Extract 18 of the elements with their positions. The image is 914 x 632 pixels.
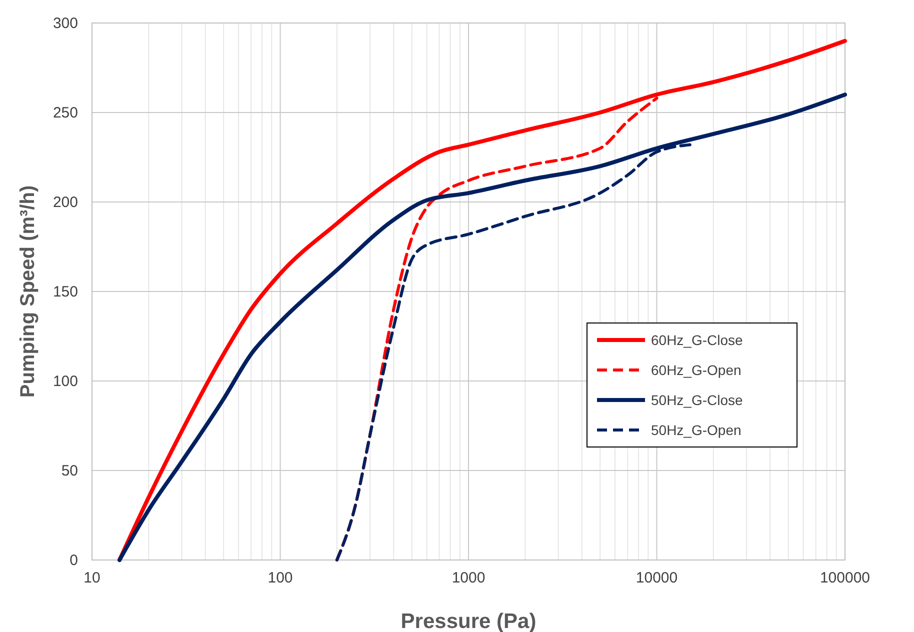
y-tick-label: 300 (52, 14, 78, 32)
y-tick-label: 0 (70, 552, 78, 569)
y-axis-title: Pumping Speed (m³/h) (17, 185, 39, 398)
x-tick-label: 10 (84, 570, 100, 587)
y-tick-label: 250 (52, 104, 78, 122)
y-tick-label: 200 (52, 194, 78, 211)
x-tick-label: 100 (268, 570, 293, 587)
y-tick-label: 100 (52, 372, 78, 390)
legend-label: 60Hz_G-Close (651, 332, 744, 348)
x-axis-title: Pressure (Pa) (400, 610, 536, 632)
y-tick-label: 150 (52, 283, 78, 300)
x-tick-label: 100000 (820, 570, 870, 587)
y-tick-label: 50 (61, 462, 78, 480)
x-tick-label: 1000 (452, 570, 486, 587)
x-tick-label: 10000 (636, 570, 678, 587)
legend-label: 50Hz_G-Close (651, 392, 744, 408)
legend-label: 50Hz_G-Open (651, 422, 742, 438)
legend-label: 60Hz_G-Open (651, 362, 742, 378)
